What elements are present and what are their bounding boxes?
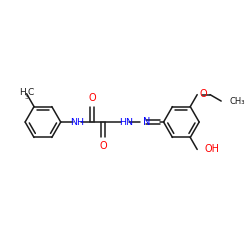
Text: OH: OH bbox=[204, 144, 219, 154]
Text: C: C bbox=[28, 88, 34, 97]
Text: 3: 3 bbox=[24, 95, 28, 100]
Text: O: O bbox=[100, 141, 107, 151]
Text: NH: NH bbox=[70, 118, 85, 126]
Text: O: O bbox=[199, 89, 207, 99]
Text: CH₃: CH₃ bbox=[229, 96, 244, 106]
Text: O: O bbox=[88, 93, 96, 103]
Text: N: N bbox=[143, 117, 150, 127]
Text: HN: HN bbox=[119, 118, 133, 126]
Text: H: H bbox=[19, 88, 26, 97]
